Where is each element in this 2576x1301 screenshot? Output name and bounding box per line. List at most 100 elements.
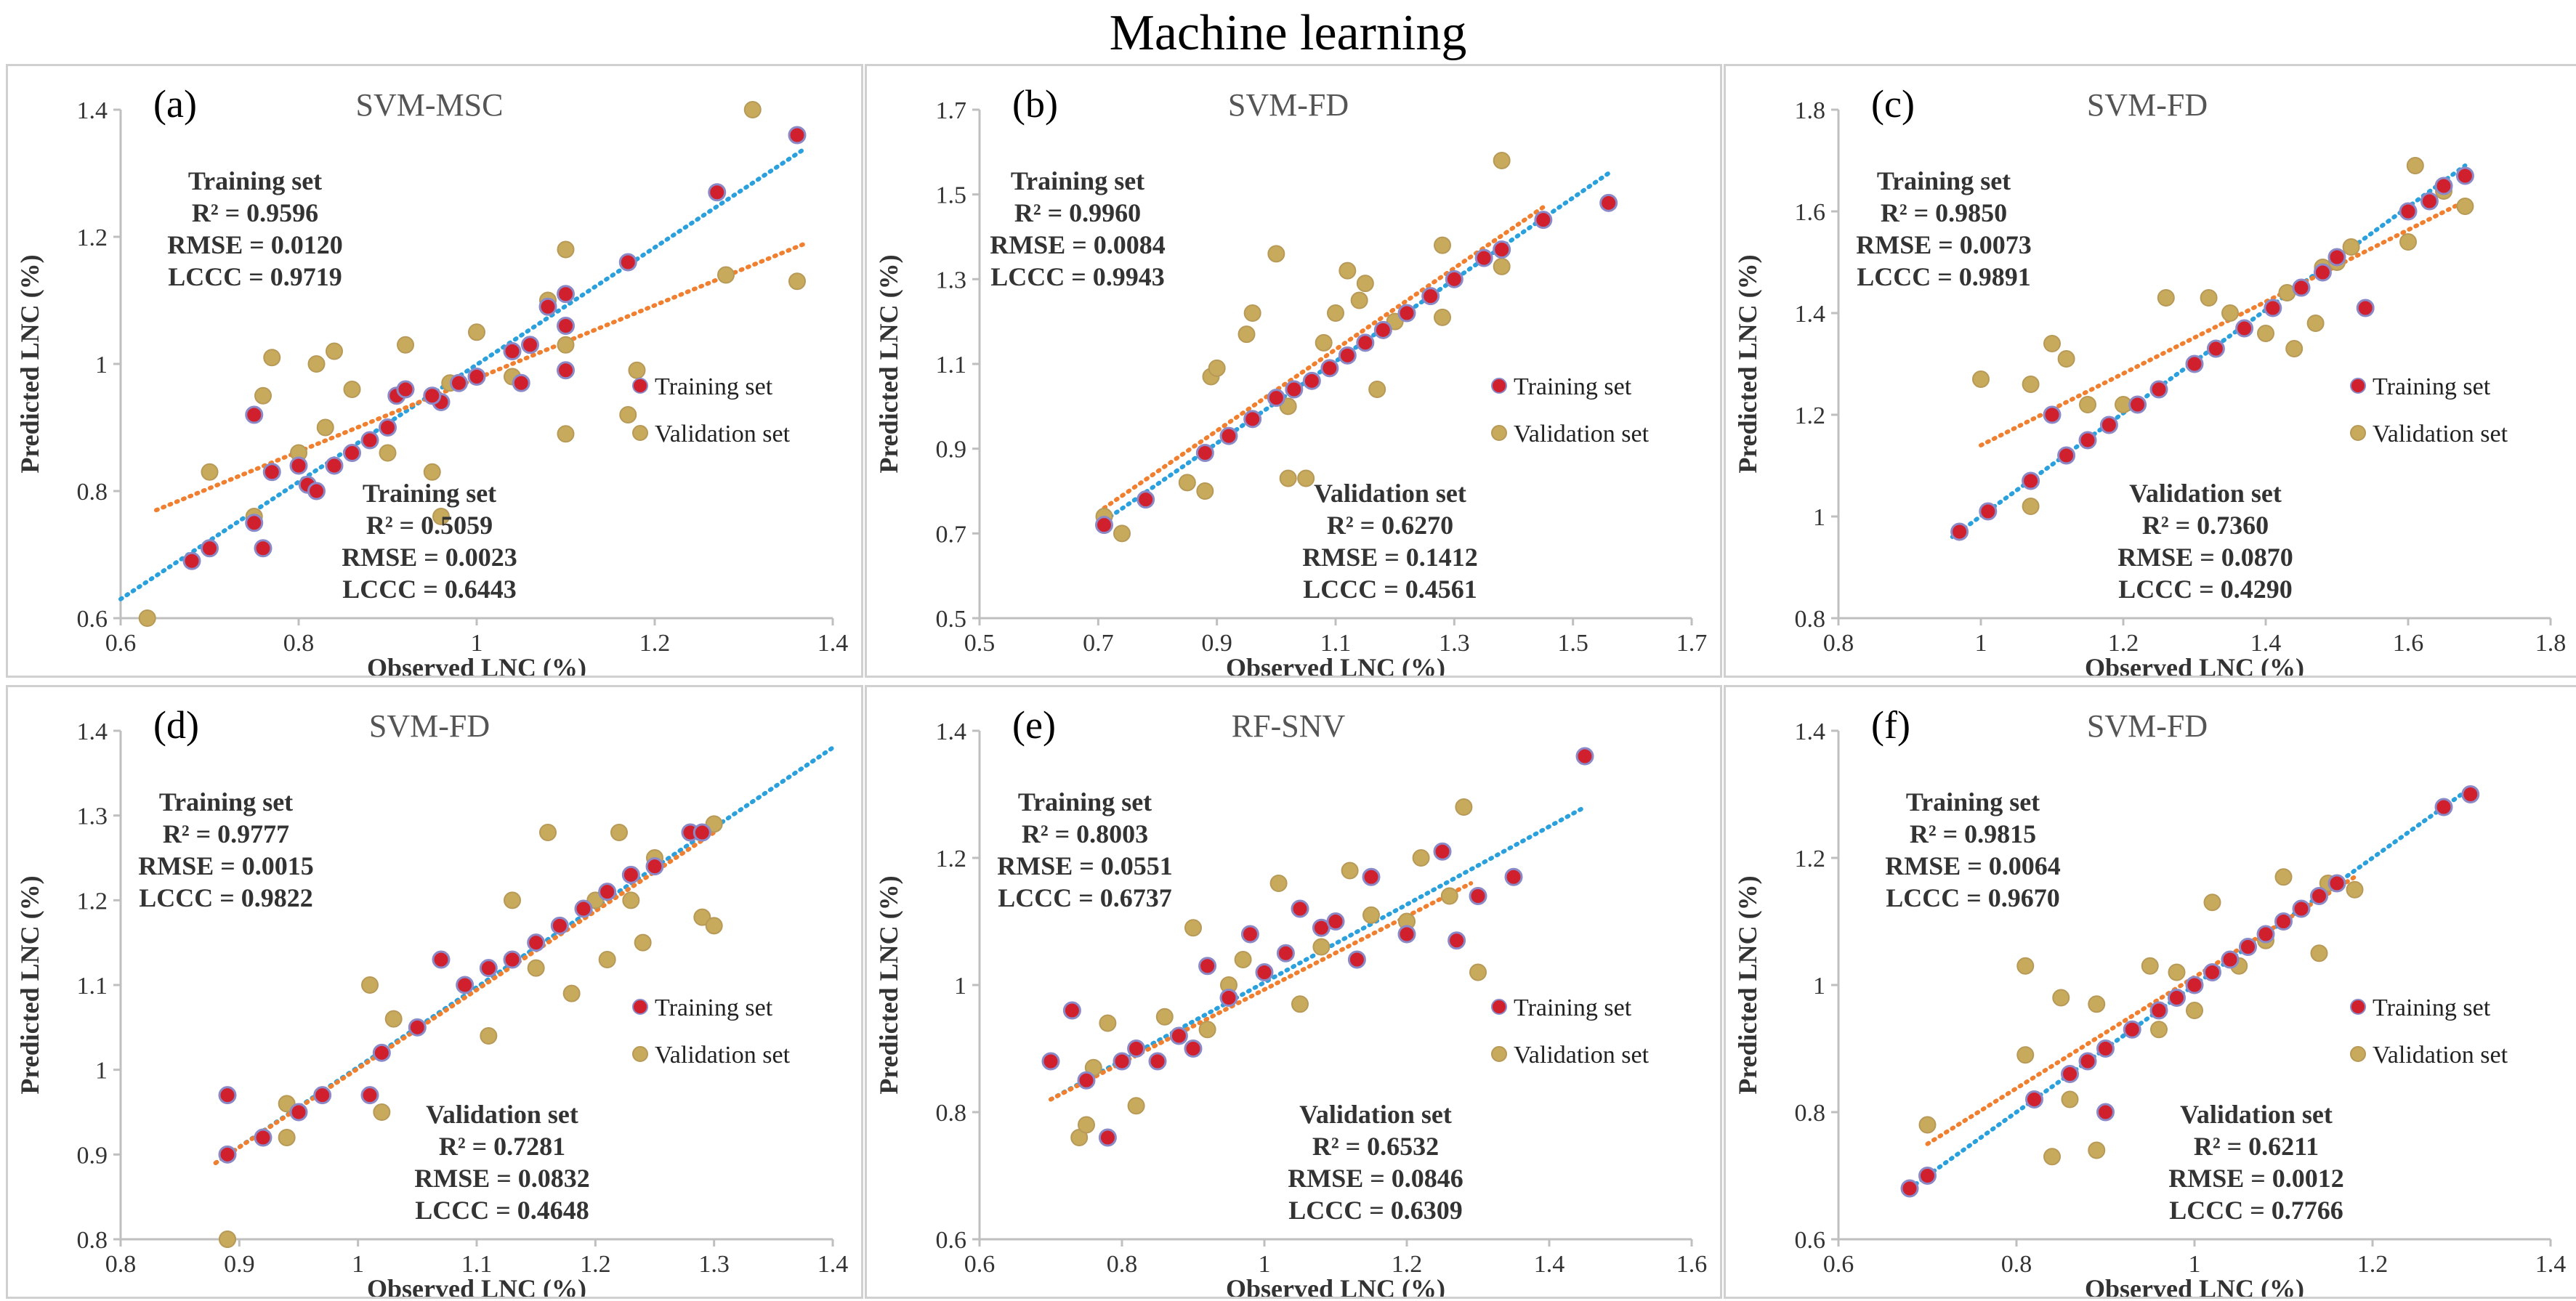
y-tick-label: 0.5 bbox=[936, 606, 967, 633]
validation-point bbox=[788, 272, 806, 291]
training-point bbox=[1127, 1039, 1146, 1058]
legend-training-marker bbox=[632, 999, 648, 1015]
training-point bbox=[245, 405, 264, 424]
validation-point bbox=[361, 976, 379, 994]
training-point bbox=[557, 285, 575, 304]
panel-a: 0.6 0.8 1 1.2 1.4 0.6 0.8 1 1.2 1.4 Observed LNC (… bbox=[6, 64, 863, 682]
validation-point bbox=[2221, 304, 2239, 322]
training-point bbox=[2274, 912, 2293, 931]
training-point bbox=[2078, 1052, 2097, 1071]
y-tick-label: 1.6 bbox=[1795, 199, 1826, 226]
validation-point bbox=[557, 336, 575, 354]
validation-point bbox=[263, 349, 281, 367]
stats-lower-text: RMSE = 0.0870 bbox=[2117, 543, 2293, 572]
training-point bbox=[2128, 395, 2147, 414]
x-tick-label: 1.4 bbox=[2535, 1251, 2567, 1278]
training-point bbox=[1493, 240, 1511, 259]
training-point bbox=[360, 431, 379, 450]
y-tick-label: 1.1 bbox=[77, 973, 108, 1000]
stats-training-text: LCCC = 0.9891 bbox=[1857, 262, 2031, 291]
panel-c: 0.8 1 1.2 1.4 1.6 1.8 0.8 1 1.2 1.4 1.6 1.8 Observed… bbox=[1724, 64, 2576, 682]
panel-f: 0.6 0.8 1 1.2 1.4 0.6 0.8 1 1.2 1.4 Observed LNC (… bbox=[1724, 685, 2576, 1301]
training-point bbox=[598, 883, 617, 901]
legend-training-label: Training set bbox=[655, 373, 773, 400]
training-point bbox=[538, 297, 557, 316]
stats-training-text: LCCC = 0.9822 bbox=[139, 883, 313, 912]
stats-training-text: LCCC = 0.9719 bbox=[168, 262, 342, 291]
training-point bbox=[1267, 389, 1285, 408]
training-point bbox=[1062, 1001, 1081, 1020]
training-point bbox=[325, 456, 344, 475]
validation-point bbox=[397, 336, 414, 354]
training-point bbox=[2057, 446, 2076, 465]
x-tick-label: 1 bbox=[471, 630, 483, 657]
training-point bbox=[2025, 1090, 2043, 1109]
x-tick-label: 0.7 bbox=[1083, 630, 1114, 657]
training-point bbox=[1534, 211, 1553, 230]
validation-point bbox=[326, 342, 343, 360]
scatter-plot: 0.6 0.8 1 1.2 1.4 1.6 0.6 0.8 1 1.2 1.4 Observed LN… bbox=[874, 703, 1707, 1301]
validation-point bbox=[2274, 868, 2293, 886]
validation-point bbox=[138, 609, 156, 627]
training-point bbox=[1421, 287, 1440, 306]
x-tick-label: 1.1 bbox=[461, 1251, 493, 1278]
validation-point bbox=[1291, 995, 1309, 1013]
validation-point bbox=[1918, 1116, 1937, 1134]
training-point bbox=[2313, 263, 2332, 282]
validation-point bbox=[2157, 289, 2175, 307]
training-point bbox=[2264, 299, 2282, 317]
training-point bbox=[1255, 963, 1274, 981]
validation-point bbox=[1434, 308, 1451, 326]
training-point bbox=[2327, 874, 2346, 893]
stats-training-text: RMSE = 0.0073 bbox=[1856, 230, 2032, 259]
y-tick-label: 0.8 bbox=[77, 1227, 108, 1254]
training-point bbox=[1362, 867, 1381, 886]
x-tick-label: 1.7 bbox=[1676, 630, 1708, 657]
x-axis-title: Observed LNC (%) bbox=[1226, 1274, 1445, 1297]
panel-letter: (c) bbox=[1871, 82, 1915, 126]
training-point bbox=[527, 933, 546, 952]
y-axis-title: Predicted LNC (%) bbox=[1733, 875, 1762, 1094]
training-point bbox=[1918, 1167, 1937, 1185]
validation-point bbox=[1341, 862, 1359, 880]
validation-point bbox=[2203, 893, 2221, 912]
y-tick-label: 1.2 bbox=[1795, 846, 1826, 872]
panel-title: SVM-FD bbox=[2087, 87, 2208, 123]
stats-training-text: RMSE = 0.0551 bbox=[997, 851, 1173, 880]
training-point bbox=[618, 253, 637, 272]
x-tick-label: 1.6 bbox=[2393, 630, 2424, 657]
stats-training-text: LCCC = 0.9943 bbox=[990, 262, 1165, 291]
training-point bbox=[2022, 471, 2040, 490]
legend-training-label: Training set bbox=[2373, 373, 2491, 400]
stats-training-text: R² = 0.9777 bbox=[163, 819, 289, 848]
validation-point bbox=[1178, 474, 1196, 492]
y-tick-label: 1 bbox=[1813, 973, 1825, 1000]
training-point bbox=[2461, 785, 2480, 803]
x-tick-label: 0.9 bbox=[1201, 630, 1232, 657]
legend-validation-label: Validation set bbox=[1514, 421, 1650, 447]
panel-title: SVM-FD bbox=[369, 708, 490, 744]
stats-lower-text: Validation set bbox=[1314, 479, 1466, 508]
validation-point bbox=[1368, 381, 1386, 398]
training-point bbox=[1347, 950, 1366, 969]
x-tick-label: 1.5 bbox=[1557, 630, 1588, 657]
validation-point bbox=[1434, 236, 1451, 254]
y-tick-label: 0.6 bbox=[1795, 1227, 1826, 1254]
training-point bbox=[1219, 426, 1238, 445]
x-tick-label: 0.6 bbox=[1823, 1251, 1854, 1278]
validation-point bbox=[1243, 304, 1261, 322]
stats-lower-text: LCCC = 0.4561 bbox=[1303, 575, 1477, 604]
training-point bbox=[788, 126, 807, 145]
legend-validation-label: Validation set bbox=[655, 1042, 791, 1069]
y-tick-label: 1.2 bbox=[77, 224, 108, 251]
validation-point bbox=[468, 323, 485, 341]
panel-b: 0.5 0.7 0.9 1.1 1.3 1.5 1.7 0.5 0.7 0.9 1.1 1.3 1.5 1… bbox=[865, 64, 1722, 682]
x-tick-label: 1.3 bbox=[698, 1251, 730, 1278]
training-point bbox=[1326, 912, 1345, 931]
validation-point bbox=[2186, 1002, 2203, 1019]
validation-point bbox=[254, 386, 272, 405]
validation-point bbox=[2043, 335, 2061, 352]
stats-lower-text: RMSE = 0.1412 bbox=[1302, 543, 1478, 572]
legend-training-marker bbox=[2350, 378, 2366, 394]
stats-lower-text: R² = 0.7281 bbox=[439, 1132, 565, 1161]
